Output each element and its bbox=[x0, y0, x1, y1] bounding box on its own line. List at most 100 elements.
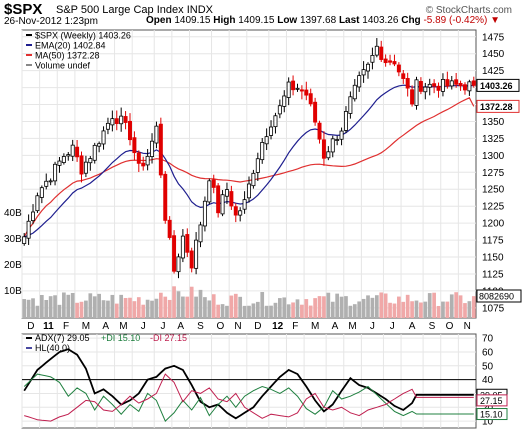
candle-body bbox=[304, 89, 309, 96]
candle-body bbox=[202, 200, 207, 227]
candle bbox=[75, 139, 80, 162]
candle-body bbox=[251, 172, 256, 187]
candle-body bbox=[467, 81, 472, 92]
candle-body bbox=[458, 82, 463, 87]
candle bbox=[401, 69, 406, 84]
adx-y-tick-label: 60 bbox=[482, 347, 494, 358]
candle-body bbox=[198, 224, 203, 243]
x-tick-label: O bbox=[216, 321, 224, 332]
price-y-tick-label: 1200 bbox=[482, 219, 505, 230]
volume-bar bbox=[44, 299, 49, 318]
x-tick-label: A bbox=[409, 321, 416, 332]
adx-value-tag-text: 15.10 bbox=[480, 410, 503, 420]
candle bbox=[458, 80, 463, 91]
candle-body bbox=[83, 161, 88, 174]
volume-bar bbox=[181, 296, 185, 318]
candle-body bbox=[22, 236, 27, 244]
volume-bar bbox=[392, 303, 397, 318]
chg-value: -5.89 (-0.42%) bbox=[423, 15, 488, 26]
candle bbox=[136, 150, 141, 172]
candle bbox=[185, 228, 190, 258]
candle-body bbox=[339, 130, 344, 140]
adx-y-tick-label: 10 bbox=[482, 417, 494, 428]
candle bbox=[198, 221, 203, 248]
candle bbox=[207, 178, 212, 205]
adx-y-tick-label: 70 bbox=[482, 334, 494, 345]
candle-body bbox=[295, 87, 300, 90]
x-tick-label: J bbox=[370, 321, 375, 332]
candle bbox=[119, 107, 124, 132]
volume-bar bbox=[291, 302, 295, 318]
candle bbox=[352, 79, 357, 102]
candle bbox=[396, 62, 401, 77]
candle bbox=[304, 81, 309, 101]
candle-body bbox=[361, 69, 366, 76]
volume-bar bbox=[79, 301, 84, 318]
candle bbox=[388, 54, 393, 66]
volume-bar bbox=[167, 299, 172, 318]
volume-bar bbox=[123, 297, 128, 318]
candle bbox=[88, 156, 93, 171]
candle bbox=[282, 90, 287, 113]
volume-bar bbox=[132, 301, 137, 318]
candle bbox=[467, 79, 472, 96]
candle-body bbox=[326, 151, 331, 159]
volume-bar bbox=[449, 294, 454, 318]
candle bbox=[471, 76, 476, 88]
candle bbox=[299, 85, 304, 100]
last-label: Last bbox=[338, 15, 360, 26]
volume-tick-label: 30B bbox=[4, 234, 22, 245]
candle bbox=[286, 77, 291, 106]
candle bbox=[44, 173, 49, 190]
low-value: 1397.68 bbox=[300, 15, 337, 26]
candle bbox=[374, 38, 379, 58]
candle-body bbox=[92, 144, 97, 161]
volume-bar bbox=[128, 297, 132, 318]
candle bbox=[128, 113, 132, 146]
volume-bar bbox=[62, 292, 66, 318]
x-tick-label: O bbox=[446, 321, 454, 332]
candle bbox=[330, 135, 335, 158]
adx-value-tag bbox=[476, 408, 508, 421]
volume-bar bbox=[233, 293, 238, 318]
candle-body bbox=[308, 93, 313, 105]
candle-body bbox=[61, 156, 66, 163]
candle bbox=[247, 176, 251, 203]
price-legend-entry: Volume undef bbox=[35, 61, 91, 71]
candle bbox=[321, 131, 326, 166]
volume-bar bbox=[88, 293, 93, 318]
price-y-tick-label: 1325 bbox=[482, 134, 505, 145]
x-tick-label: M bbox=[82, 321, 90, 332]
candle bbox=[26, 214, 31, 245]
candle bbox=[132, 131, 137, 161]
candle bbox=[233, 203, 238, 223]
volume-bar bbox=[163, 296, 168, 318]
adx-value-tag-text: 27.15 bbox=[480, 396, 503, 406]
high-value: 1409.15 bbox=[238, 15, 275, 26]
volume-bar bbox=[264, 305, 269, 318]
candle-body bbox=[136, 152, 141, 164]
candle bbox=[172, 230, 177, 274]
candle-body bbox=[185, 234, 190, 253]
price-y-tick-label: 1225 bbox=[482, 202, 505, 213]
candle-body bbox=[277, 105, 282, 115]
adx-legend-entry: ADX(7) 29.05 bbox=[35, 333, 90, 343]
candle bbox=[251, 169, 256, 189]
candle bbox=[295, 83, 300, 92]
candle-body bbox=[207, 180, 212, 203]
volume-bar bbox=[141, 304, 146, 318]
x-tick-label: M bbox=[348, 321, 356, 332]
candle-body bbox=[273, 115, 278, 128]
candle-body bbox=[150, 140, 155, 157]
candles bbox=[22, 38, 476, 279]
price-y-tick-label: 1350 bbox=[482, 117, 505, 128]
price-value-tag-box bbox=[476, 99, 520, 113]
volume-bar bbox=[463, 303, 467, 318]
candle-body bbox=[48, 180, 53, 183]
candle bbox=[123, 111, 128, 130]
candle-body bbox=[172, 235, 177, 272]
volume-bar bbox=[282, 297, 287, 318]
candle bbox=[414, 76, 419, 110]
candle-body bbox=[282, 95, 287, 107]
